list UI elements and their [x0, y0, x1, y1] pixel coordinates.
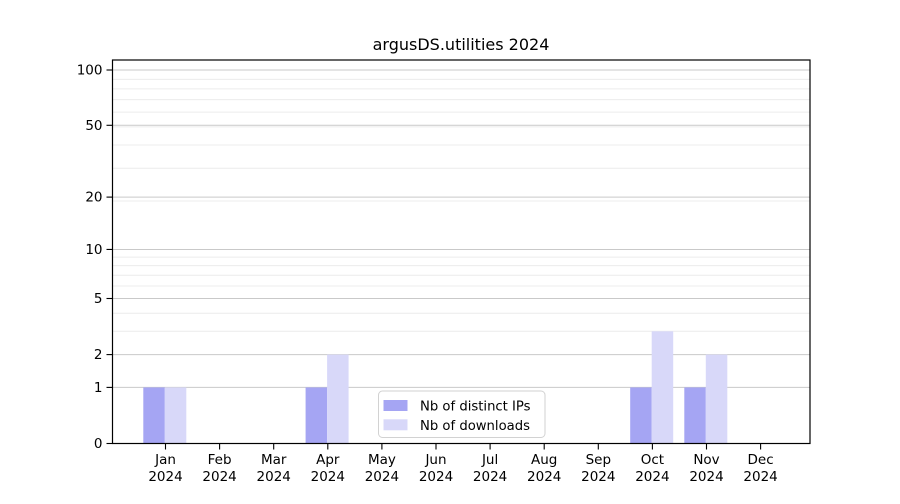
- x-tick-label-jan: Jan 2024: [148, 452, 182, 485]
- y-tick-label-50: 50: [85, 118, 102, 134]
- chart-title: argusDS.utilities 2024: [373, 35, 550, 54]
- y-gridlines-minor: [112, 78, 810, 332]
- legend-swatch-downloads: [383, 419, 408, 431]
- y-axis-ticks: 0 1 2 5 10 20 50 100: [77, 63, 113, 452]
- bar-apr-nb-of-distinct-ips: [305, 387, 328, 444]
- x-tick-label-oct: Oct 2024: [635, 452, 669, 485]
- legend-label-distinct-ips: Nb of distinct IPs: [420, 400, 531, 415]
- y-tick-label-0: 0: [94, 436, 103, 452]
- legend-swatch-distinct-ips: [383, 400, 408, 411]
- y-tick-label-100: 100: [77, 63, 103, 79]
- bars: [143, 331, 728, 444]
- x-tick-label-sep: Sep 2024: [581, 452, 615, 485]
- y-tick-label-5: 5: [94, 291, 103, 307]
- x-tick-label-aug: Aug 2024: [527, 452, 561, 485]
- y-gridlines-major: [112, 69, 810, 388]
- bar-apr-nb-of-downloads: [327, 354, 349, 444]
- bar-oct-nb-of-distinct-ips: [630, 387, 652, 444]
- legend: Nb of distinct IPs Nb of downloads: [378, 390, 546, 438]
- y-tick-label-10: 10: [85, 242, 102, 258]
- legend-label-downloads: Nb of downloads: [420, 419, 530, 434]
- x-tick-label-nov: Nov 2024: [689, 452, 723, 485]
- x-tick-label-jul: Jul 2024: [473, 452, 507, 485]
- y-tick-label-1: 1: [94, 380, 103, 396]
- y-tick-label-20: 20: [85, 190, 102, 206]
- y-tick-label-2: 2: [94, 347, 103, 363]
- x-tick-label-dec: Dec 2024: [743, 452, 777, 485]
- plot-frame: [111, 59, 811, 445]
- bar-nov-nb-of-downloads: [705, 354, 728, 444]
- x-tick-label-apr: Apr 2024: [311, 452, 345, 485]
- x-tick-label-jun: Jun 2024: [419, 452, 453, 485]
- legend-frame: [378, 390, 546, 438]
- bar-jan-nb-of-downloads: [164, 387, 187, 444]
- bar-jan-nb-of-distinct-ips: [143, 387, 165, 444]
- x-tick-label-mar: Mar 2024: [257, 452, 291, 485]
- x-tick-label-feb: Feb 2024: [202, 452, 236, 485]
- x-tick-label-may: May 2024: [365, 452, 399, 485]
- bar-oct-nb-of-downloads: [651, 331, 674, 444]
- x-axis-ticks: Jan 2024 Feb 2024 Mar 2024 Apr 2024 May 2024 Jun 20…: [148, 443, 778, 485]
- bar-nov-nb-of-distinct-ips: [684, 387, 706, 444]
